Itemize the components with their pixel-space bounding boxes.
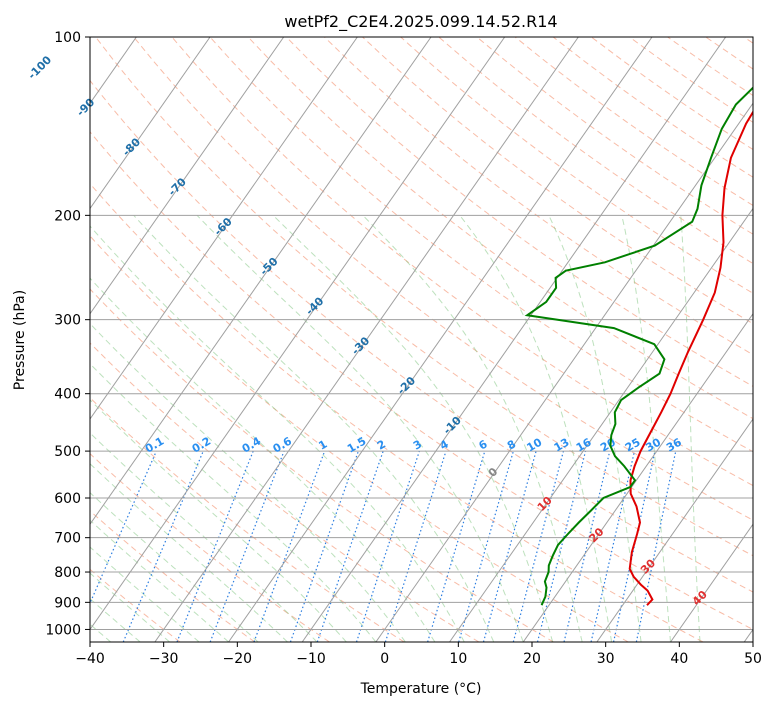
mixing-ratio-line — [289, 450, 359, 642]
y-tick-label: 600 — [54, 491, 81, 507]
mixing-ratio-line — [590, 450, 636, 642]
moist-adiabat — [90, 463, 288, 642]
isotherm-line — [596, 418, 753, 642]
y-tick-label: 500 — [54, 444, 81, 460]
dry-adiabat — [247, 37, 753, 420]
y-tick-label: 100 — [54, 30, 81, 46]
isotherm-line — [522, 312, 753, 642]
mixing-ratio-line — [563, 450, 611, 642]
mixing-ratio-line — [355, 450, 420, 642]
x-tick-label: 10 — [449, 651, 467, 667]
y-tick-label: 900 — [54, 595, 81, 611]
y-tick-label: 400 — [54, 387, 81, 403]
mixing-ratio-line — [635, 450, 677, 642]
dry-adiabat — [400, 37, 753, 294]
moist-adiabat — [90, 399, 347, 642]
isotherm-line — [90, 37, 358, 420]
dry-adiabat — [90, 79, 753, 593]
plot-frame — [89, 36, 754, 643]
profile-series — [524, 86, 753, 606]
profile-line — [628, 110, 753, 606]
dry-adiabat — [90, 182, 704, 642]
mixing-ratio-line — [612, 450, 656, 642]
isotherm-line — [0, 37, 63, 642]
x-axis-label: Temperature (°C) — [360, 681, 482, 697]
isotherm-line — [228, 37, 653, 642]
mixing-ratio-line — [427, 450, 486, 642]
mixing-ratio-line — [482, 450, 537, 642]
x-axis-ticks: −40 −30 −20 −10 0 10 20 30 40 50 — [75, 642, 762, 667]
isotherm-line — [375, 102, 753, 642]
mixing-ratio-line — [384, 450, 447, 642]
moist-adiabat — [621, 215, 671, 642]
dry-adiabat — [285, 37, 753, 387]
x-tick-label: −20 — [223, 651, 253, 667]
grid-lines — [0, 37, 753, 642]
mixing-ratio-line — [90, 450, 157, 605]
isotherm-line — [301, 37, 727, 642]
profile-line — [524, 86, 753, 606]
isotherm-line — [90, 37, 432, 526]
dry-adiabat — [90, 510, 256, 642]
mixing-ratio-line — [122, 450, 204, 642]
dry-adiabat — [90, 235, 629, 642]
moist-adiabat — [272, 214, 554, 642]
isotherm-label: -100 — [25, 53, 54, 82]
x-tick-label: 20 — [523, 651, 541, 667]
isotherm-line — [90, 37, 506, 631]
y-tick-label: 300 — [54, 313, 81, 329]
moist-adiabat — [459, 214, 613, 642]
dry-adiabat — [90, 131, 753, 630]
isotherm-line — [449, 207, 753, 642]
mixing-ratio-line — [512, 450, 565, 642]
y-tick-label: 1000 — [45, 622, 81, 638]
dry-adiabat — [90, 288, 554, 642]
moist-adiabat — [90, 492, 259, 642]
x-tick-label: −40 — [75, 651, 105, 667]
moist-adiabat — [90, 225, 465, 642]
mixing-ratio-line — [316, 450, 384, 642]
y-tick-label: 700 — [54, 531, 81, 547]
dry-adiabat — [90, 342, 480, 642]
isotherm-line — [154, 37, 579, 642]
x-tick-label: −30 — [149, 651, 179, 667]
x-tick-label: −10 — [296, 651, 326, 667]
chart-title: wetPf2_C2E4.2025.099.14.52.R14 — [284, 12, 557, 32]
moist-adiabat — [90, 432, 318, 642]
mixing-ratio-line — [458, 450, 514, 642]
moist-adiabat — [90, 277, 436, 642]
y-tick-label: 200 — [54, 208, 81, 224]
isotherm-line — [90, 37, 211, 210]
x-tick-label: 40 — [670, 651, 688, 667]
x-tick-label: 0 — [380, 651, 389, 667]
x-tick-label: 50 — [744, 651, 762, 667]
moist-adiabat — [548, 215, 642, 642]
x-tick-label: 30 — [597, 651, 615, 667]
dry-adiabat — [209, 37, 753, 453]
y-axis-label: Pressure (hPa) — [12, 290, 28, 390]
moist-adiabat — [680, 215, 701, 642]
isotherm-line — [670, 523, 753, 642]
y-tick-label: 800 — [54, 565, 81, 581]
isotherm-line — [90, 37, 285, 315]
plot-background — [90, 37, 753, 642]
y-axis-ticks: 100 200 300 400 500 600 700 800 900 1000 — [45, 30, 90, 638]
moist-adiabat — [133, 214, 495, 642]
